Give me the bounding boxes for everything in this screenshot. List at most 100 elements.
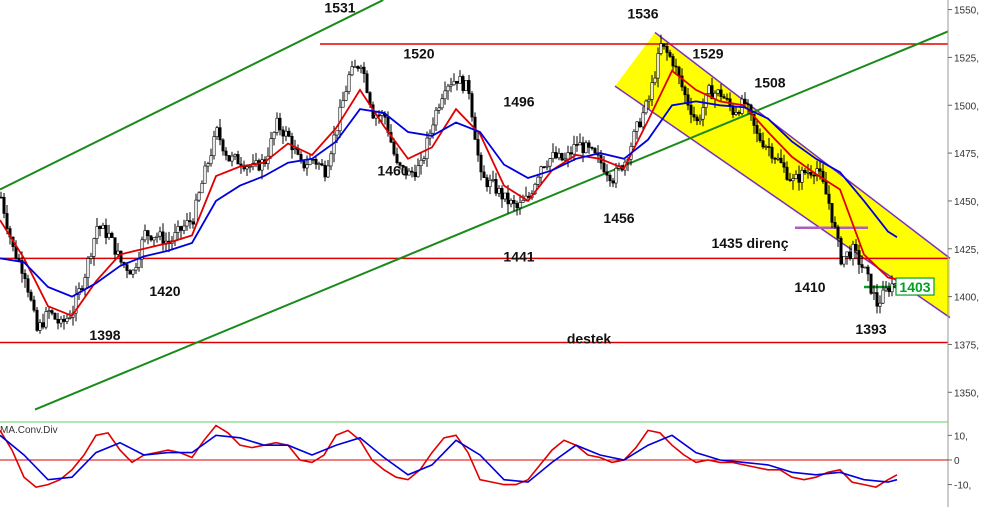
price-bar-body [689, 104, 693, 115]
price-bar-body [701, 107, 705, 120]
price-bar-body [350, 66, 354, 76]
series-MA-long [0, 100, 898, 298]
price-bar-body [503, 192, 507, 200]
price-bar-body [68, 317, 72, 319]
price-bar-body [572, 144, 576, 155]
price-bar-body [827, 193, 831, 204]
price-label: 1435 direnç [711, 235, 788, 251]
price-bar-body [563, 158, 567, 161]
price-bar-body [329, 153, 333, 167]
price-bar-body [776, 157, 780, 160]
price-bar-body [221, 139, 225, 152]
price-bar-body [680, 75, 684, 88]
price-bar-body [365, 73, 369, 93]
price-bar-body [650, 82, 654, 100]
price-bar-body [86, 258, 90, 278]
price-label: 1520 [403, 46, 434, 62]
price-bar-body [863, 266, 867, 269]
price-bar-body [455, 80, 459, 84]
price-bar-body [212, 136, 216, 157]
price-bar-body [716, 89, 720, 94]
price-bar-body [632, 131, 636, 147]
price-bar-body [824, 181, 828, 195]
price-bar-body [830, 203, 834, 223]
price-bar-body [104, 224, 108, 238]
price-bar-body [818, 168, 822, 172]
price-bar-body [872, 292, 876, 294]
price-bar-body [476, 139, 480, 156]
price-bar-body [668, 52, 672, 57]
price-bar-body [848, 251, 852, 259]
price-bar-body [836, 226, 840, 239]
price-bar-body [725, 97, 729, 100]
price-bar-body [272, 132, 276, 139]
price-bar-body [665, 46, 669, 53]
price-bar-body [812, 174, 816, 177]
price-bar-body [710, 85, 714, 100]
price-bar-body [443, 90, 447, 100]
price-bar-body [506, 192, 510, 205]
price-bar-body [608, 174, 612, 182]
trend-upper-channel [0, 0, 384, 191]
price-bar-body [56, 318, 60, 324]
label-1403-box [895, 277, 935, 296]
price-bar-body [842, 255, 846, 265]
price-bar-body [188, 220, 192, 223]
price-bar-body [419, 159, 423, 167]
price-bar-body [674, 65, 678, 68]
price-bar-body [641, 112, 645, 128]
axis-tick-label: 1475, [954, 149, 979, 160]
price-bar-body [107, 232, 111, 238]
price-bar-body [29, 291, 33, 301]
price-label: destek [567, 331, 612, 347]
price-label: 1456 [603, 210, 634, 226]
price-bar-body [500, 188, 504, 200]
price-label: 1441 [503, 248, 534, 264]
price-label: 1536 [627, 5, 658, 21]
axis-tick-label: 1525, [954, 53, 979, 64]
price-label: 1529 [692, 46, 723, 62]
price-bar-body [569, 152, 573, 155]
price-bar-body [611, 180, 615, 184]
price-bar-body [860, 264, 864, 268]
price-bar-body [437, 107, 441, 111]
price-bar-body [197, 192, 201, 201]
price-bar-body [254, 160, 258, 164]
price-labels-layer: 1531 1520 1496 1460 1398 1420 1441 1456 1536 1529… [89, 0, 935, 347]
price-bar-body [44, 311, 48, 328]
price-bar-body [362, 66, 366, 75]
axis-tick-label: 1350, [954, 388, 979, 399]
price-bar-body [761, 140, 765, 148]
price-bar-body [746, 103, 750, 106]
price-bar-body [479, 154, 483, 173]
price-bar-body [869, 273, 873, 294]
price-bar-body [245, 166, 249, 170]
price-bar-body [644, 100, 648, 114]
price-bar-body [521, 200, 525, 203]
price-bar-body [227, 155, 231, 162]
price-bar-body [119, 250, 123, 263]
price-bar-body [113, 237, 117, 255]
macd-tick-label: 0 [954, 456, 960, 467]
price-bar-body [533, 183, 537, 194]
price-bar-body [770, 146, 774, 159]
price-bars-layer [0, 34, 897, 334]
axis-tick-label: 1400, [954, 293, 979, 304]
price-bar-body [317, 163, 321, 165]
price-bar-body [662, 43, 666, 47]
price-bar-body [149, 235, 153, 241]
price-bar-body [314, 159, 318, 165]
axis-tick-label: 1450, [954, 197, 979, 208]
price-bar-body [80, 288, 84, 290]
axis-tick-label: 1500, [954, 101, 979, 112]
price-bar-body [260, 159, 264, 171]
price-bar-body [560, 153, 564, 161]
price-bar-body [575, 144, 579, 146]
price-bar-body [692, 114, 696, 118]
price-bar-body [176, 226, 180, 233]
price-bar-body [464, 80, 468, 91]
price-bar-body [800, 169, 804, 183]
price-bar-body [89, 256, 93, 259]
price-bar-body [128, 270, 132, 275]
